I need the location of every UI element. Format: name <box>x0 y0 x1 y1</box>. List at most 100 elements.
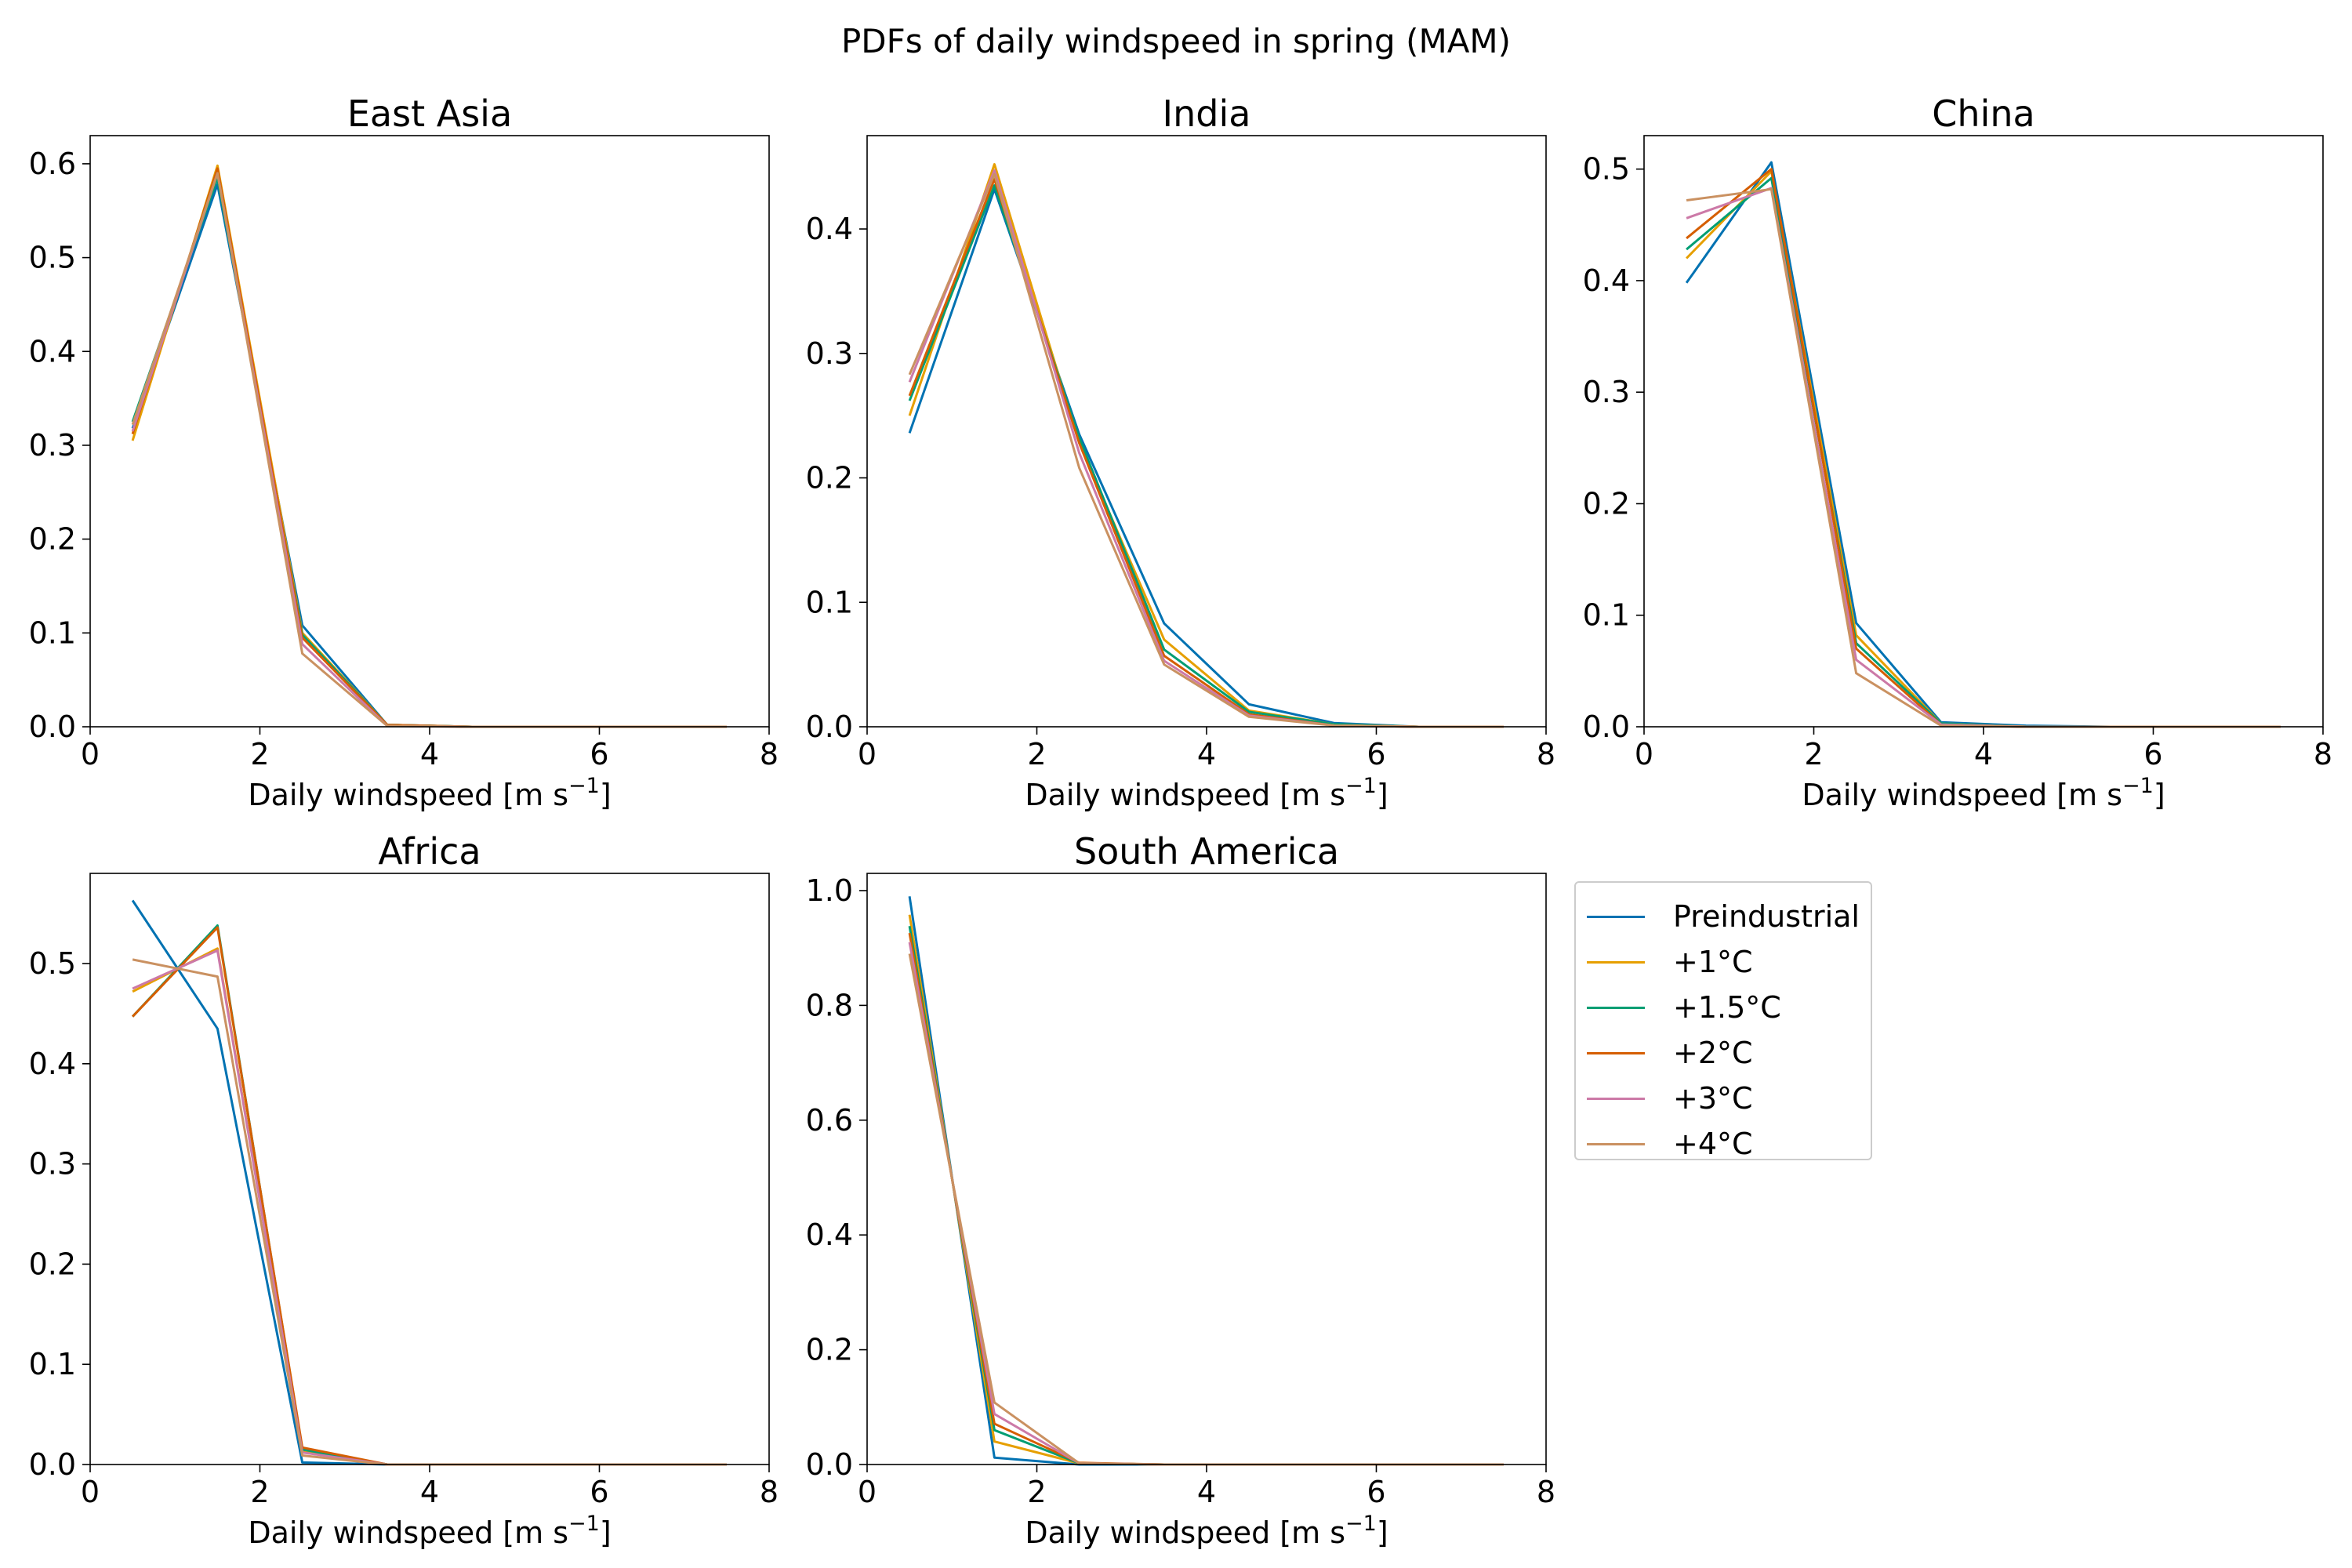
panel-china: China 0 2 4 6 8 0.0 0.1 0.2 0.3 0.4 0.5 Daily windsp… <box>1583 93 2333 812</box>
y-tick-label: 0.3 <box>29 428 76 463</box>
series-line-preindustrial <box>908 896 1504 1466</box>
series-line-plus-4-c <box>908 953 1504 1466</box>
y-tick-label: 0.5 <box>29 946 76 981</box>
y-tick-label: 0.1 <box>29 615 76 650</box>
axes-frame <box>1643 135 2324 728</box>
series-line-plus-4-c <box>1686 187 2281 728</box>
axes-frame <box>866 873 1547 1465</box>
x-tick-label: 0 <box>81 1475 100 1509</box>
x-tick-label: 0 <box>81 737 100 771</box>
legend-swatch-preindustrial <box>1587 915 1645 918</box>
series-line-preindustrial <box>131 899 727 1466</box>
y-tick-label: 0.2 <box>806 1333 853 1367</box>
y-tick-label: 0.6 <box>29 147 76 181</box>
panel-india: India 0 2 4 6 8 0.0 0.1 0.2 0.3 0.4 Daily windspeed… <box>806 93 1556 812</box>
y-tick-label: 0.3 <box>1583 375 1630 409</box>
y-tick-label: 0.2 <box>1583 486 1630 521</box>
x-tick-label: 8 <box>760 1475 779 1509</box>
series-line-plus-2-c <box>908 932 1504 1466</box>
y-tick-label: 0.0 <box>1583 710 1630 744</box>
legend-swatch-plus4 <box>1587 1142 1645 1145</box>
x-tick-label: 2 <box>1027 737 1046 771</box>
y-tick-label: 0.4 <box>806 212 853 246</box>
x-tick-label: 2 <box>250 737 269 771</box>
x-tick-label: 6 <box>2143 737 2162 771</box>
x-tick-label: 8 <box>2314 737 2332 771</box>
y-tick-label: 0.0 <box>29 710 76 744</box>
y-tick-label: 0.2 <box>29 522 76 557</box>
series-line-plus-2-c <box>131 167 727 728</box>
legend-entry-plus2: +2°C <box>1587 1030 1753 1076</box>
y-tick-label: 0.2 <box>806 461 853 495</box>
y-tick-label: 0.5 <box>1583 152 1630 187</box>
panel-africa: Africa 0 2 4 6 8 0.0 0.1 0.2 0.3 0.4 0.5 Daily winds… <box>29 830 779 1550</box>
legend-label: +1°C <box>1673 945 1753 979</box>
y-tick-label: 0.4 <box>1583 263 1630 298</box>
x-tick-label: 6 <box>1367 737 1385 771</box>
series-line-plus-1-c <box>132 947 727 1466</box>
legend-swatch-plus3 <box>1587 1097 1645 1100</box>
x-tick-label: 4 <box>420 737 439 771</box>
axes-frame <box>89 135 770 728</box>
series-line-plus-1-c <box>131 164 727 728</box>
legend-label: +2°C <box>1673 1036 1753 1070</box>
y-tick-label: 0.8 <box>806 988 853 1022</box>
x-tick-label: 2 <box>1027 1475 1046 1509</box>
panel-title: South America <box>1074 830 1339 873</box>
legend-label: +3°C <box>1673 1081 1753 1116</box>
y-tick-label: 1.0 <box>806 873 853 908</box>
axes-frame <box>866 135 1547 728</box>
legend-swatch-plus2 <box>1587 1051 1645 1054</box>
series-line-plus-2-c <box>1686 168 2281 728</box>
series-line-plus-3-c <box>131 172 727 728</box>
y-tick-label: 0.4 <box>29 1047 76 1081</box>
series-line-plus-4-c <box>132 958 727 1466</box>
y-tick-label: 0.6 <box>806 1103 853 1138</box>
x-tick-label: 4 <box>420 1475 439 1509</box>
panel-east-asia: East Asia 0 2 4 6 8 0.0 0.1 0.2 0.3 0.4 0.5 0.6 Daily… <box>29 93 779 812</box>
y-tick-label: 0.0 <box>29 1447 76 1482</box>
panel-title: China <box>1932 93 2034 135</box>
x-tick-label: 6 <box>1367 1475 1385 1509</box>
x-axis-label: Daily windspeed [m s−1] <box>248 774 611 812</box>
x-tick-label: 4 <box>1974 737 1993 771</box>
panel-south-america: South America 0 2 4 6 8 0.0 0.2 0.4 0.6 0.8 1.0 Dail… <box>806 830 1556 1550</box>
y-tick-label: 0.4 <box>806 1218 853 1252</box>
series-line-plus-3-c <box>908 942 1504 1466</box>
series-line-plus-1-5-c <box>908 184 1504 728</box>
y-tick-label: 0.5 <box>29 241 76 275</box>
series-line-plus-1-5-c <box>131 176 727 728</box>
legend-entry-preindustrial: Preindustrial <box>1587 894 1860 939</box>
legend-swatch-plus1-5 <box>1587 1006 1645 1009</box>
y-tick-label: 0.4 <box>29 334 76 368</box>
series-line-plus-2-c <box>908 178 1504 728</box>
x-tick-label: 2 <box>250 1475 269 1509</box>
y-tick-label: 0.3 <box>29 1147 76 1181</box>
x-tick-label: 0 <box>1635 737 1653 771</box>
series-line-preindustrial <box>908 187 1504 728</box>
x-tick-label: 4 <box>1197 1475 1216 1509</box>
y-tick-label: 0.2 <box>29 1247 76 1281</box>
legend-entry-plus4: +4°C <box>1587 1121 1753 1167</box>
legend-swatch-plus1 <box>1587 960 1645 964</box>
series-line-preindustrial <box>1685 161 2281 728</box>
series-line-preindustrial <box>131 183 727 728</box>
series-line-plus-1-5-c <box>908 926 1504 1466</box>
x-tick-label: 6 <box>590 1475 608 1509</box>
legend-entry-plus1-5: +1.5°C <box>1587 985 1781 1030</box>
series-line-plus-1-c <box>1686 170 2281 728</box>
panel-title: India <box>1163 93 1251 135</box>
series-line-plus-1-c <box>908 163 1504 728</box>
y-tick-label: 0.1 <box>806 585 853 619</box>
x-axis-label: Daily windspeed [m s−1] <box>1025 774 1388 812</box>
x-tick-label: 8 <box>1537 737 1555 771</box>
series-line-plus-2-c <box>132 926 727 1466</box>
y-tick-label: 0.1 <box>29 1347 76 1381</box>
series-line-plus-3-c <box>908 169 1504 728</box>
x-tick-label: 2 <box>1804 737 1823 771</box>
legend-label: Preindustrial <box>1673 899 1860 934</box>
x-tick-label: 8 <box>760 737 779 771</box>
series-line-plus-4-c <box>131 172 727 728</box>
legend-label: +1.5°C <box>1673 990 1781 1025</box>
